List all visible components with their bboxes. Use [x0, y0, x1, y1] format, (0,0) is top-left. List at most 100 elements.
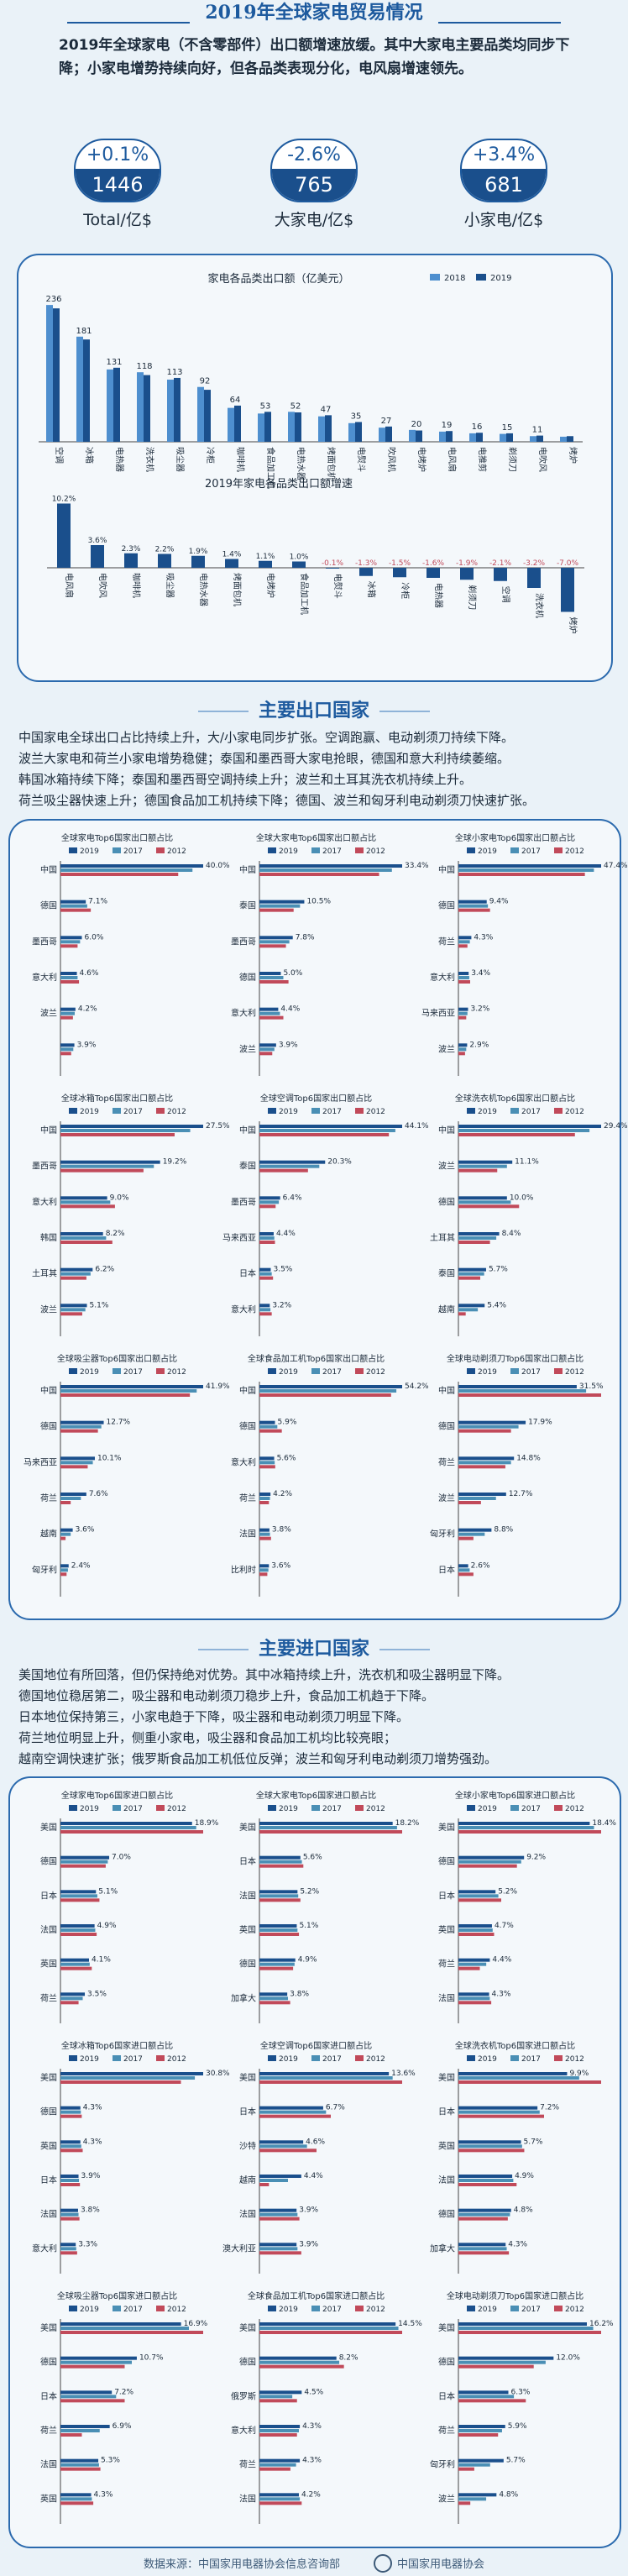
- summary-text: 2019年全球家电（不含零部件）出口额增速放缓。其中大家电主要品类均同步下降；小…: [59, 37, 570, 77]
- logo-icon: [374, 2553, 392, 2573]
- data-label: 33.4%: [405, 862, 429, 870]
- legend-label: 2012: [565, 1805, 584, 1813]
- stat-pill: +0.1% 1446: [74, 139, 161, 202]
- category-label: 电风扇: [64, 573, 75, 598]
- country-label: 荷兰: [239, 1493, 256, 1503]
- legend-label: 2019: [279, 1368, 298, 1377]
- growth-bar: [561, 568, 574, 612]
- country-bar: [259, 1232, 274, 1236]
- country-label: 英国: [239, 1924, 256, 1935]
- country-label: 荷兰: [40, 2425, 57, 2436]
- legend-label: 2017: [123, 2055, 143, 2064]
- legend-swatch: [355, 1108, 364, 1114]
- country-bar: [259, 1894, 299, 1898]
- export-para-1: 中国家电全球出口占比持续上升，大/小家电同步扩张。空调跑赢、电动剃须刀持续下降。: [18, 730, 515, 745]
- category-label: 咖啡机: [235, 447, 246, 472]
- country-label: 德国: [40, 1856, 57, 1867]
- country-bar: [60, 2390, 113, 2395]
- legend-swatch: [311, 847, 320, 853]
- country-label: 荷兰: [40, 1992, 57, 2003]
- country-bar: [259, 2493, 299, 2497]
- legend-swatch: [311, 2306, 320, 2311]
- stat-label: 小家电/亿$: [463, 211, 544, 229]
- country-label: 韩国: [40, 1232, 57, 1243]
- data-label: 10.7%: [139, 2354, 164, 2363]
- country-bar: [259, 1826, 397, 1829]
- country-bar: [259, 2140, 304, 2144]
- category-label: 电吹风: [537, 447, 548, 472]
- growth-bar: [191, 555, 205, 568]
- country-label: 意大利: [231, 1456, 256, 1467]
- country-bar: [259, 2080, 402, 2084]
- legend-swatch-2019: [476, 274, 486, 281]
- country-bar: [259, 1011, 280, 1015]
- category-label: 电热水器: [296, 447, 306, 480]
- country-bar: [458, 944, 468, 948]
- country-bar: [259, 1200, 280, 1204]
- legend-swatch: [113, 1368, 121, 1374]
- growth-bar: [225, 559, 238, 568]
- country-bar: [60, 1966, 92, 1970]
- category-label: 电熨斗: [356, 447, 367, 472]
- legend-swatch: [113, 1108, 121, 1114]
- data-label: 5.7%: [489, 1266, 508, 1274]
- country-bar: [259, 2463, 296, 2467]
- data-label: 5.3%: [101, 2457, 120, 2465]
- footer: 数据来源：中国家用电器协会信息咨询部 中国家用电器协会: [0, 2550, 628, 2576]
- country-bar: [458, 1465, 505, 1469]
- country-label: 波兰: [40, 1008, 57, 1019]
- legend-swatch: [311, 2055, 320, 2061]
- legend-swatch: [69, 2055, 77, 2061]
- legend-swatch: [355, 1805, 364, 1811]
- country-bar: [458, 1015, 467, 1020]
- data-label: 16.2%: [589, 2320, 614, 2328]
- country-label: 荷兰: [239, 2459, 256, 2470]
- country-bar: [458, 940, 470, 944]
- country-bar: [259, 1272, 272, 1276]
- category-label: 吹风机: [386, 447, 397, 472]
- country-bar: [458, 1966, 480, 1970]
- country-label: 匈牙利: [430, 1529, 455, 1540]
- country-bar: [259, 1898, 301, 1902]
- growth-bar: [393, 568, 406, 578]
- country-chart: 全球电动剃须刀Top6国家出口额占比 2019 2017 2012 31.5% 中国 17.…: [430, 1353, 604, 1597]
- country-bar: [60, 1898, 100, 1902]
- country-bar: [60, 1007, 76, 1011]
- legend-label: 2017: [521, 1368, 541, 1377]
- legend-swatch: [268, 2055, 276, 2061]
- country-bar: [60, 1125, 203, 1128]
- data-label: 3.2%: [470, 1005, 489, 1014]
- country-label: 德国: [438, 1196, 455, 1207]
- data-label: 4.8%: [514, 2206, 533, 2215]
- country-bar: [60, 1928, 96, 1932]
- country-bar: [60, 1308, 86, 1312]
- legend-label: 2017: [521, 1108, 541, 1116]
- growth-bar: [527, 568, 541, 588]
- data-label: 4.2%: [78, 1005, 97, 1014]
- country-bar: [259, 1304, 270, 1308]
- data-label: 7.1%: [88, 898, 107, 906]
- category-label: 吸尘器: [175, 447, 185, 472]
- import-paragraphs: 美国地位有所回落，但仍保持绝对优势。其中冰箱持续上升，洗衣机和吸尘器明显下降。 …: [18, 1665, 615, 1770]
- data-label: 10.1%: [97, 1454, 122, 1462]
- country-label: 日本: [40, 1890, 57, 1901]
- country-label: 德国: [239, 1959, 256, 1970]
- legend-swatch: [355, 847, 364, 853]
- data-label: 7.2%: [114, 2388, 133, 2396]
- country-bar: [458, 1456, 515, 1461]
- data-label: 11: [532, 426, 543, 435]
- data-label: 27: [381, 417, 392, 426]
- growth-bar: [158, 553, 171, 568]
- data-label: 5.7%: [524, 2138, 543, 2146]
- country-bar: [458, 2183, 517, 2186]
- country-bar: [60, 2501, 94, 2505]
- country-bar: [60, 1043, 75, 1047]
- country-bar: [458, 1528, 492, 1532]
- country-label: 比利时: [231, 1565, 256, 1575]
- data-label: -3.2%: [523, 559, 546, 568]
- data-label: -0.1%: [322, 559, 344, 568]
- country-bar: [259, 1125, 402, 1128]
- country-bar: [259, 2076, 393, 2080]
- country-label: 美国: [438, 2072, 455, 2083]
- chart-title: 全球小家电Top6国家出口额占比: [455, 832, 575, 843]
